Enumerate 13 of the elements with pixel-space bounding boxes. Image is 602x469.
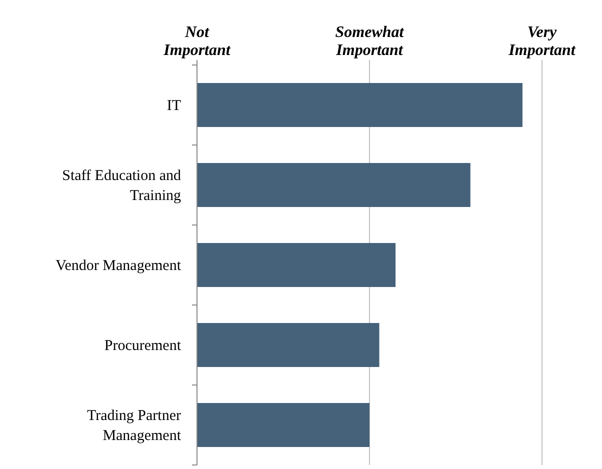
y-tick-label: Staff Education and Training: [62, 168, 182, 204]
bar: [197, 323, 380, 367]
bar: [197, 163, 470, 207]
y-tick-label: Procurement: [104, 338, 182, 354]
y-tick-label: IT: [166, 98, 181, 114]
bar: [197, 243, 396, 287]
bar: [197, 83, 522, 127]
bar: [197, 403, 370, 447]
y-tick-label: Vendor Management: [56, 258, 182, 274]
ref-line-label: Somewhat Important: [335, 24, 404, 59]
ref-line-label: Very Important: [508, 24, 576, 59]
y-tick-label: Trading Partner Management: [86, 408, 182, 444]
text: Not Important: [162, 24, 231, 59]
